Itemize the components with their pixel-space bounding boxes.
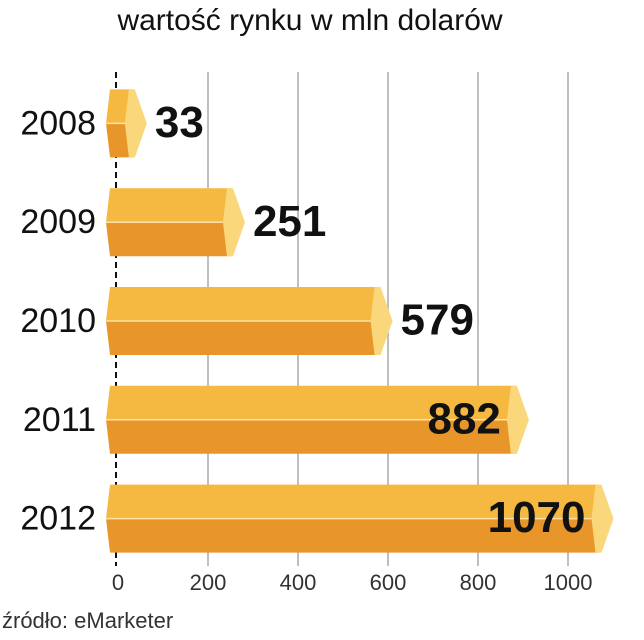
bar-cap — [222, 188, 245, 257]
value-label: 579 — [401, 296, 474, 345]
x-tick-label: 0 — [112, 570, 124, 595]
bar — [106, 518, 600, 553]
x-tick-label: 400 — [280, 570, 317, 595]
bar — [106, 321, 379, 355]
bar-cap — [370, 287, 393, 355]
x-tick-label: 1000 — [544, 570, 593, 595]
value-label: 251 — [253, 197, 326, 246]
bar-cap — [591, 484, 614, 553]
value-label: 882 — [427, 394, 500, 443]
bar-top — [106, 484, 600, 519]
x-tick-label: 800 — [460, 570, 497, 595]
bar-top — [106, 188, 231, 223]
bar-cap — [506, 385, 529, 454]
chart-title: wartość rynku w mln dolarów — [116, 4, 502, 37]
bar — [106, 419, 515, 454]
bar — [106, 222, 231, 257]
y-tick-label: 2009 — [20, 203, 96, 241]
y-tick-label: 2011 — [23, 401, 96, 439]
source-note: źródło: eMarketer — [2, 608, 173, 633]
bar-top — [106, 287, 379, 321]
y-tick-label: 2008 — [20, 104, 96, 142]
bar-top — [106, 385, 515, 420]
value-label: 1070 — [488, 493, 586, 542]
value-label: 33 — [155, 98, 204, 147]
y-tick-label: 2012 — [20, 500, 96, 538]
x-tick-label: 200 — [190, 570, 227, 595]
x-tick-label: 600 — [370, 570, 407, 595]
y-tick-label: 2010 — [20, 302, 96, 340]
bar-cap — [124, 89, 147, 158]
